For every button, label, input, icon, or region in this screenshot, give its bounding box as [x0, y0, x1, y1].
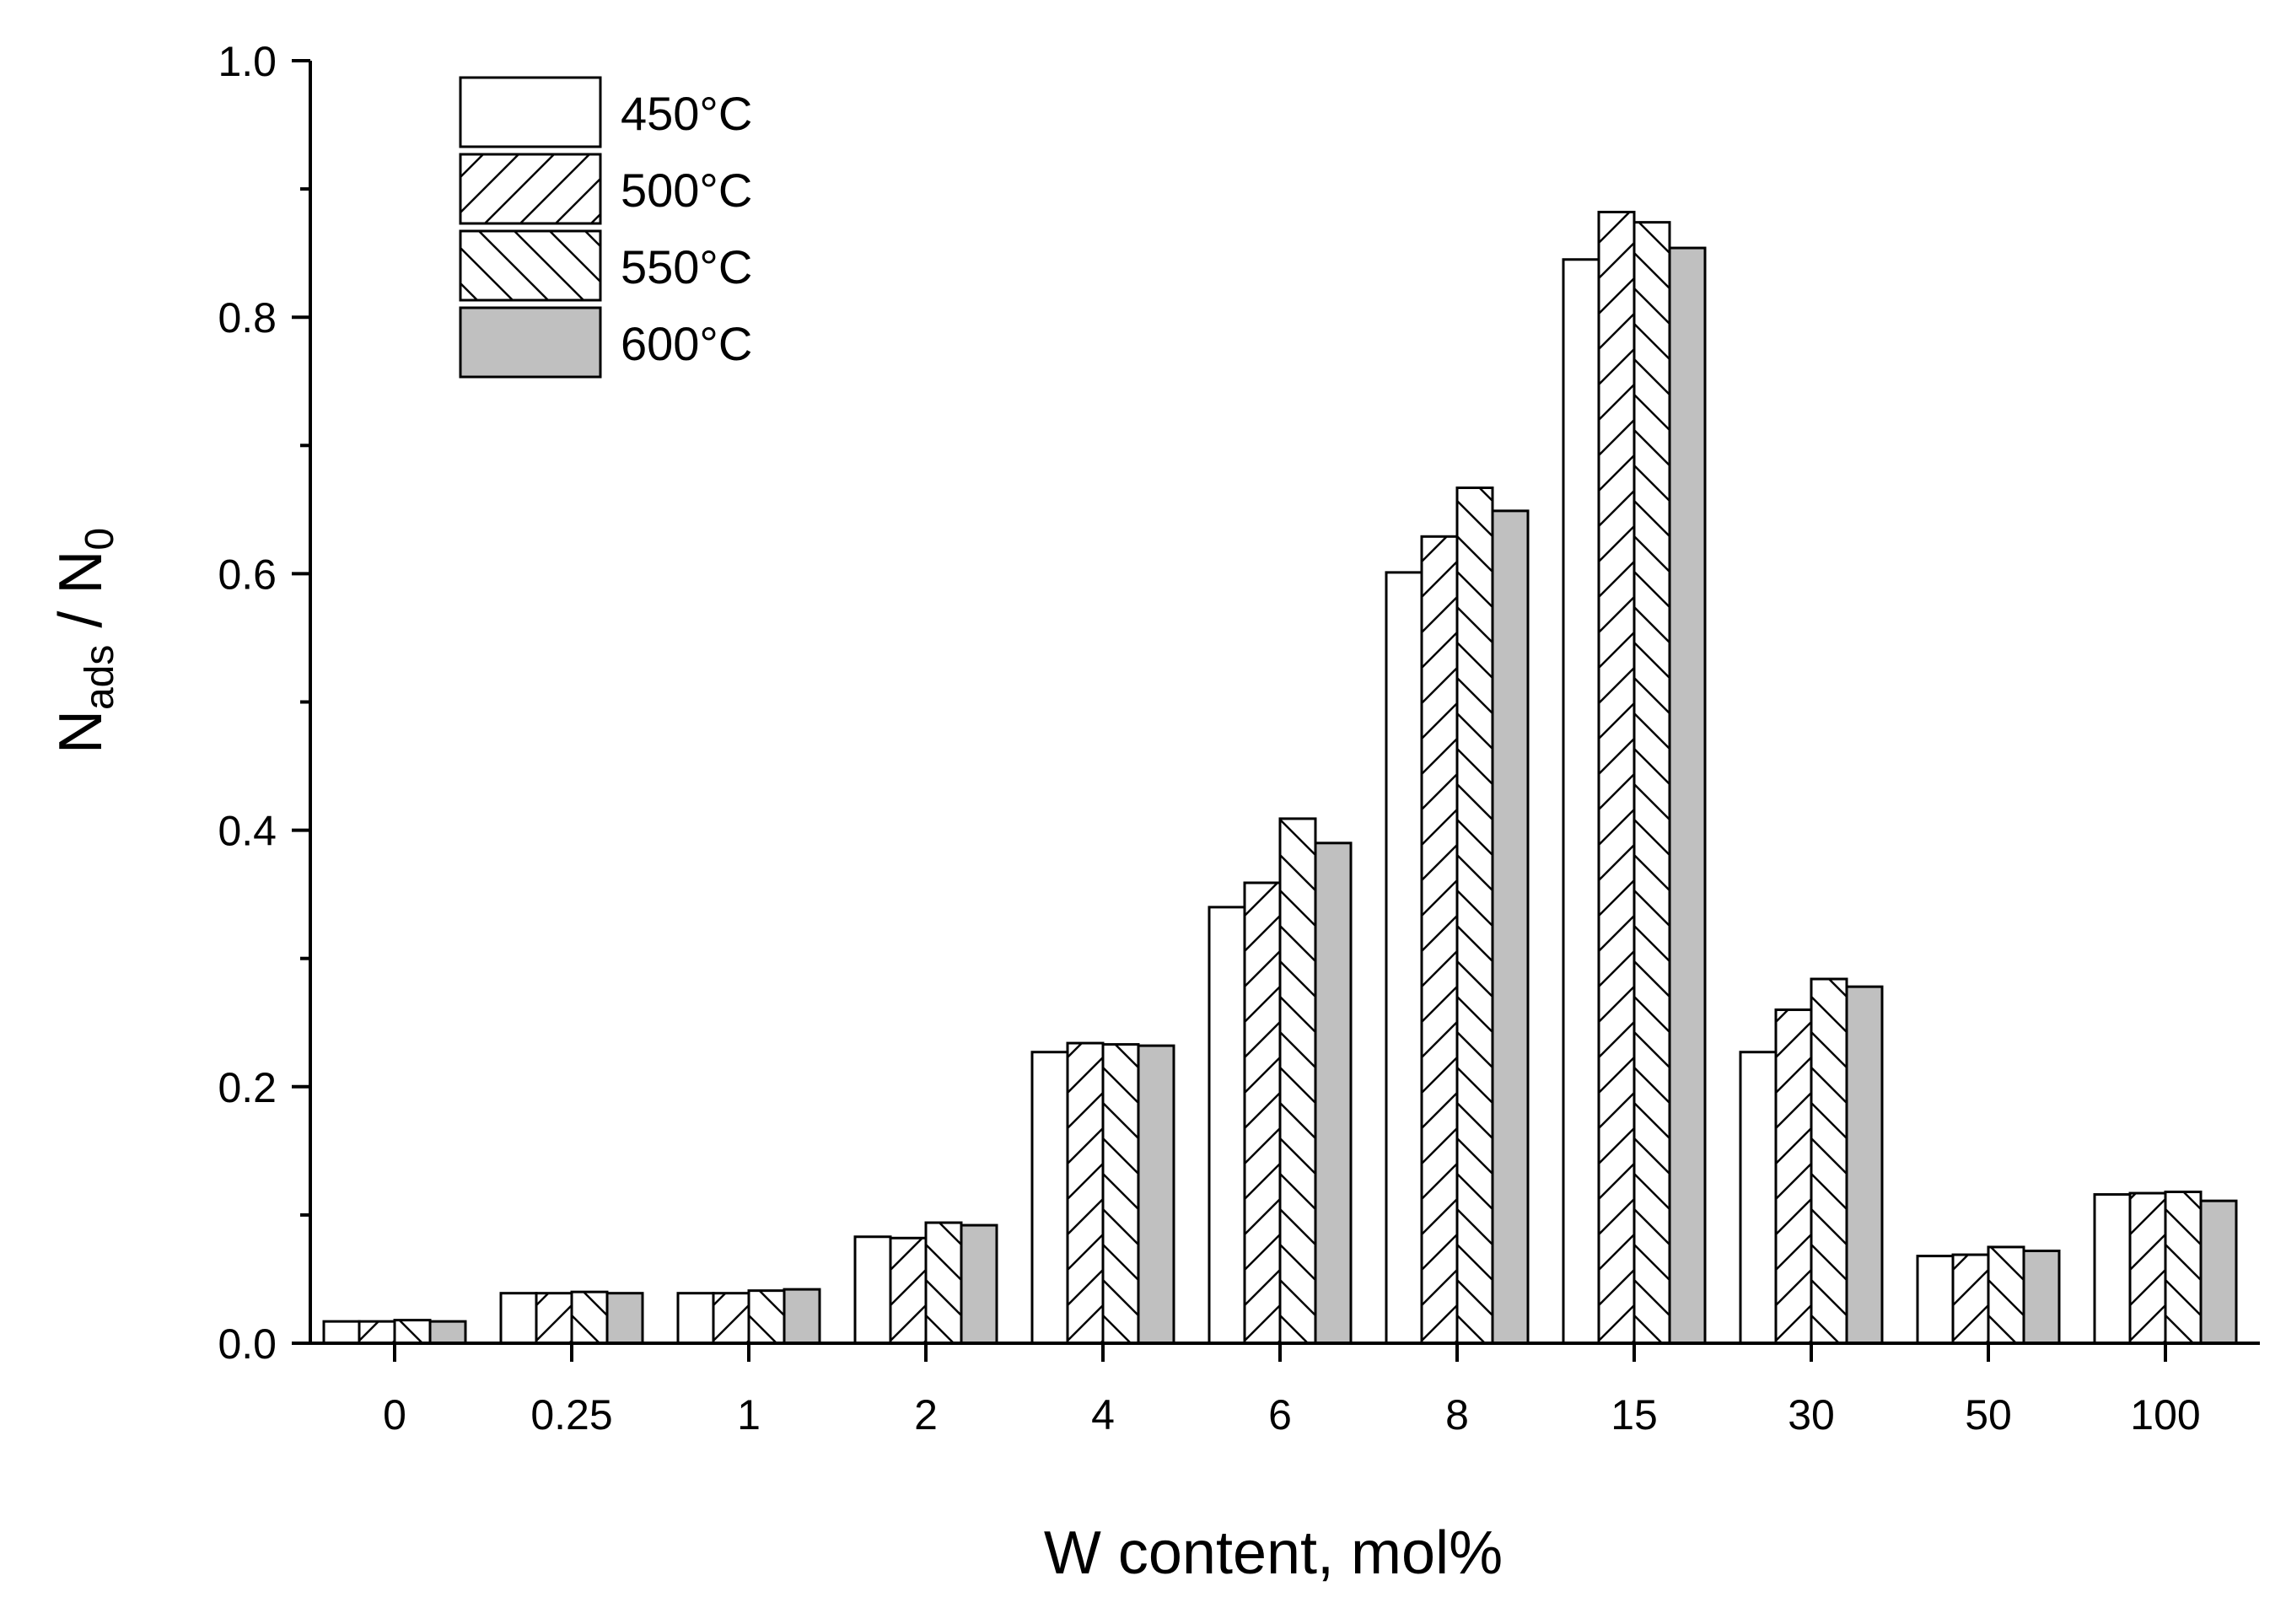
- bar-500C-30: [1774, 1008, 1813, 1345]
- y-axis-title-sub1: ads: [78, 645, 122, 710]
- bar-550C-50: [1987, 1245, 2025, 1345]
- y-axis-title-main: N: [47, 710, 115, 754]
- bar-450C-1: [676, 1292, 715, 1345]
- legend-swatch: [459, 306, 602, 379]
- x-tick-label: 1: [737, 1391, 761, 1438]
- y-ticks-group: 0.0 0.2 0.4 0.6 0.8 1.0: [218, 38, 310, 1368]
- y-tick-label: 0.6: [218, 551, 277, 598]
- y-axis-title-sep: / N: [47, 551, 115, 645]
- bar-500C-0: [358, 1320, 396, 1345]
- bar-500C-0_25: [535, 1292, 573, 1345]
- y-tick-label: 0.4: [218, 808, 277, 855]
- bars-group: [322, 210, 2238, 1345]
- legend-label: 450°C: [621, 87, 752, 140]
- bar-450C-6: [1208, 906, 1246, 1345]
- y-tick-label: 1.0: [218, 38, 277, 85]
- bar-450C-0_25: [499, 1292, 538, 1345]
- x-axis-title: W content, mol%: [1044, 1519, 1503, 1587]
- bar-550C-4: [1101, 1043, 1140, 1345]
- bar-550C-8: [1455, 486, 1494, 1345]
- bar-600C-50: [2022, 1249, 2061, 1345]
- x-tick-label: 8: [1445, 1391, 1469, 1438]
- legend-label: 550°C: [621, 240, 752, 293]
- x-tick-label: 6: [1268, 1391, 1292, 1438]
- bar-500C-100: [2128, 1191, 2167, 1345]
- legend: 450°C 500°C 550°C 600°C: [459, 76, 752, 379]
- bar-500C-2: [889, 1236, 928, 1345]
- x-tick-label: 30: [1788, 1391, 1835, 1438]
- y-tick-label: 0.0: [218, 1320, 277, 1368]
- bar-450C-2: [853, 1235, 892, 1345]
- bar-450C-30: [1739, 1051, 1778, 1345]
- bar-500C-15: [1597, 210, 1636, 1345]
- bar-550C-30: [1810, 977, 1848, 1345]
- x-tick-label: 50: [1965, 1391, 2012, 1438]
- legend-label: 600°C: [621, 317, 752, 370]
- bar-600C-6: [1314, 842, 1353, 1345]
- bar-600C-2: [960, 1223, 998, 1345]
- x-ticks-group: 0 0.25 1 2 4 6 8 15 30 50 100: [383, 1343, 2201, 1438]
- bar-550C-0_25: [570, 1290, 609, 1345]
- x-tick-label: 100: [2130, 1391, 2200, 1438]
- bar-600C-1: [783, 1288, 821, 1345]
- bar-600C-30: [1845, 985, 1884, 1345]
- x-tick-label: 4: [1091, 1391, 1115, 1438]
- bar-600C-8: [1491, 509, 1530, 1345]
- legend-swatch: [459, 76, 602, 148]
- legend-swatch: [459, 153, 602, 225]
- bar-550C-100: [2164, 1191, 2203, 1345]
- legend-label: 500°C: [621, 164, 752, 217]
- x-tick-label: 0: [383, 1391, 406, 1438]
- bar-600C-100: [2199, 1199, 2238, 1345]
- bar-450C-4: [1030, 1051, 1069, 1345]
- y-tick-label: 0.2: [218, 1064, 277, 1111]
- y-axis-title-sub2: 0: [78, 528, 122, 551]
- bar-550C-1: [747, 1289, 786, 1345]
- bar-550C-15: [1632, 221, 1671, 1345]
- x-tick-label: 15: [1611, 1391, 1658, 1438]
- bar-500C-1: [712, 1292, 750, 1345]
- bar-450C-15: [1562, 258, 1600, 1345]
- y-axis-title: Nads / N0: [47, 528, 122, 754]
- bar-600C-0_25: [605, 1292, 644, 1345]
- bar-450C-0: [322, 1320, 361, 1345]
- bar-450C-50: [1916, 1255, 1955, 1345]
- bar-500C-6: [1243, 881, 1282, 1345]
- y-tick-label: 0.8: [218, 294, 277, 341]
- bar-450C-8: [1385, 571, 1423, 1345]
- bar-500C-50: [1951, 1253, 1990, 1345]
- bar-600C-4: [1137, 1044, 1175, 1345]
- legend-swatch: [459, 229, 602, 302]
- bar-550C-6: [1278, 817, 1317, 1345]
- bar-550C-0: [393, 1319, 432, 1345]
- bar-600C-15: [1668, 246, 1707, 1345]
- x-tick-label: 2: [914, 1391, 938, 1438]
- bar-500C-4: [1066, 1041, 1105, 1345]
- bar-600C-0: [428, 1320, 467, 1345]
- bar-450C-100: [2093, 1193, 2132, 1345]
- x-tick-label: 0.25: [530, 1391, 612, 1438]
- bar-550C-2: [924, 1221, 963, 1345]
- bar-500C-8: [1420, 535, 1459, 1345]
